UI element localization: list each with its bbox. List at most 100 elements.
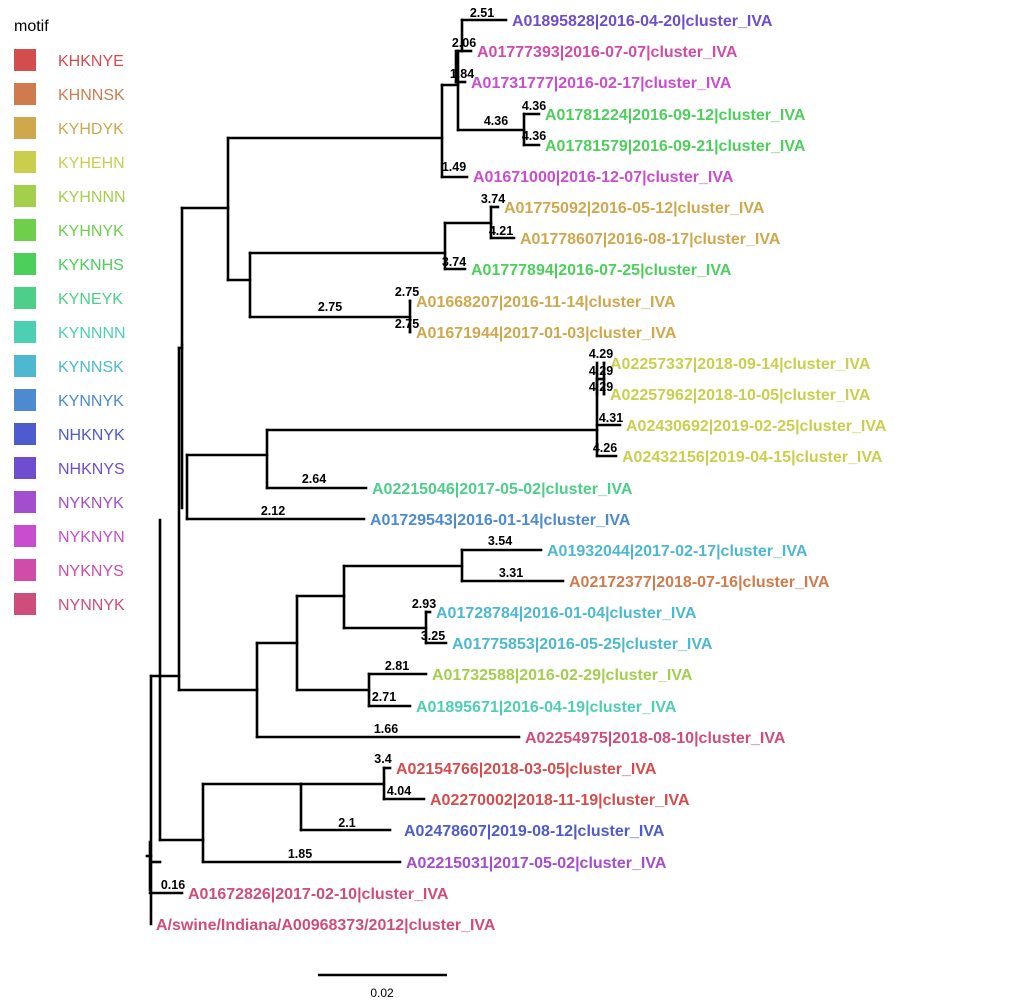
legend-label: NHKNYK	[58, 427, 125, 444]
tip-label: A01932044|2017-02-17|cluster_IVA	[547, 543, 808, 560]
legend-label: KYHNNN	[58, 189, 126, 206]
legend-label: NYKNYK	[58, 495, 124, 512]
tip-label: A01672826|2017-02-10|cluster_IVA	[188, 886, 449, 903]
tree-branches	[145, 18, 622, 926]
legend-swatch	[14, 389, 36, 411]
branch-label: 2.71	[372, 690, 396, 704]
legend-label: KYHEHN	[58, 155, 125, 172]
legend-swatch	[14, 49, 36, 71]
legend-label: KYKNHS	[58, 257, 124, 274]
tip-label: A01895828|2016-04-20|cluster_IVA	[512, 13, 773, 30]
branch-label: 2.12	[261, 504, 285, 518]
branch-support-labels: 2.51 2.06 1.84 4.36 4.36 4.36 1.49 3.74 4.21 3.74…	[161, 6, 623, 892]
legend-swatch	[14, 321, 36, 343]
branch-label: 4.36	[522, 129, 546, 143]
branch-label: 0.16	[161, 878, 185, 892]
tip-label: A02254975|2018-08-10|cluster_IVA	[525, 730, 786, 747]
branch-label: 4.21	[489, 224, 513, 238]
tip-label: A01671944|2017-01-03|cluster_IVA	[416, 325, 677, 342]
tip-label: A02215031|2017-05-02|cluster_IVA	[406, 855, 667, 872]
branch-label: 2.75	[395, 285, 419, 299]
legend-label: KHKNYE	[58, 53, 124, 70]
branch-label: 2.93	[412, 597, 436, 611]
legend-label: NHKNYS	[58, 461, 125, 478]
tip-label: A01731777|2016-02-17|cluster_IVA	[471, 75, 732, 92]
branch-label: 4.26	[593, 441, 617, 455]
branch-label: 4.36	[522, 99, 546, 113]
legend-swatch	[14, 491, 36, 513]
legend-swatch	[14, 117, 36, 139]
branch-label: 4.31	[599, 411, 623, 425]
tip-label: A02478607|2019-08-12|cluster_IVA	[404, 823, 665, 840]
tip-label: A02257337|2018-09-14|cluster_IVA	[610, 356, 871, 373]
tip-label: A02432156|2019-04-15|cluster_IVA	[622, 449, 883, 466]
branch-label: 2.51	[470, 6, 494, 20]
legend-label: NYKNYS	[58, 563, 124, 580]
legend-swatch	[14, 423, 36, 445]
tip-label: A/swine/Indiana/A00968373/2012|cluster_I…	[156, 917, 496, 934]
tip-label: A02257962|2018-10-05|cluster_IVA	[610, 387, 871, 404]
branch-label: 3.4	[374, 752, 391, 766]
tip-label: A01778607|2016-08-17|cluster_IVA	[520, 231, 781, 248]
branch-label: 2.64	[302, 472, 326, 486]
tip-label: A01777894|2016-07-25|cluster_IVA	[471, 262, 732, 279]
tip-label: A02215046|2017-05-02|cluster_IVA	[372, 481, 633, 498]
tip-label: A01732588|2016-02-29|cluster_IVA	[432, 667, 693, 684]
tip-labels: A01895828|2016-04-20|cluster_IVA A0177739…	[156, 13, 887, 934]
branch-label: 4.29	[589, 347, 613, 361]
tip-label: A01895671|2016-04-19|cluster_IVA	[416, 699, 677, 716]
tip-label: A01775853|2016-05-25|cluster_IVA	[452, 636, 713, 653]
legend-label: NYNNYK	[58, 597, 125, 614]
tip-label: A01777393|2016-07-07|cluster_IVA	[477, 44, 738, 61]
legend-title: motif	[14, 18, 49, 35]
legend-label: KYNNNN	[58, 325, 126, 342]
branch-label: 2.1	[338, 816, 355, 830]
legend-swatch	[14, 457, 36, 479]
legend-swatch	[14, 287, 36, 309]
branch-label: 3.74	[442, 255, 466, 269]
branch-label: 2.81	[385, 659, 409, 673]
legend-swatch	[14, 593, 36, 615]
legend-label: KYNNYK	[58, 393, 124, 410]
branch-label: 1.84	[450, 67, 474, 81]
tip-label: A01729543|2016-01-14|cluster_IVA	[370, 512, 631, 529]
branch-label: 4.36	[484, 114, 508, 128]
legend-label: KHNNSK	[58, 87, 125, 104]
branch-label: 3.54	[488, 534, 512, 548]
branch-label: 2.06	[452, 36, 476, 50]
tip-label: A01671000|2016-12-07|cluster_IVA	[473, 169, 734, 186]
legend-swatch	[14, 253, 36, 275]
branch-label: 3.25	[421, 629, 445, 643]
motif-legend: motif KHKNYE KHNNSK KYHDYK KYHEHN KYHNNN KYHN…	[14, 18, 126, 615]
branch-label: 3.31	[499, 566, 523, 580]
scale-bar-label: 0.02	[370, 986, 394, 1000]
branch-label: 4.29	[589, 380, 613, 394]
tip-label: A01728784|2016-01-04|cluster_IVA	[436, 605, 697, 622]
legend-swatch	[14, 219, 36, 241]
legend-swatch	[14, 355, 36, 377]
tip-label: A02430692|2019-02-25|cluster_IVA	[626, 418, 887, 435]
legend-swatch	[14, 185, 36, 207]
tip-label: A01668207|2016-11-14|cluster_IVA	[416, 294, 676, 311]
branch-label: 3.74	[481, 192, 505, 206]
branch-label: 1.49	[442, 160, 466, 174]
scale-bar: 0.02	[318, 973, 447, 1000]
tip-label: A02270002|2018-11-19|cluster_IVA	[430, 792, 690, 809]
branch-label: 1.66	[374, 722, 398, 736]
branch-label: 4.29	[589, 364, 613, 378]
legend-label: KYHDYK	[58, 121, 124, 138]
legend-swatch	[14, 83, 36, 105]
legend-swatch	[14, 151, 36, 173]
branch-label: 2.75	[395, 317, 419, 331]
legend-label: KYNNSK	[58, 359, 124, 376]
branch-label: 4.04	[387, 784, 411, 798]
tip-label: A02172377|2018-07-16|cluster_IVA	[569, 574, 830, 591]
tip-label: A01781224|2016-09-12|cluster_IVA	[545, 107, 806, 124]
tip-label: A02154766|2018-03-05|cluster_IVA	[396, 761, 657, 778]
legend-label: KYNEYK	[58, 291, 123, 308]
branch-label: 2.75	[318, 300, 342, 314]
legend-label: NYKNYN	[58, 529, 125, 546]
legend-label: KYHNYK	[58, 223, 124, 240]
legend-swatch	[14, 559, 36, 581]
